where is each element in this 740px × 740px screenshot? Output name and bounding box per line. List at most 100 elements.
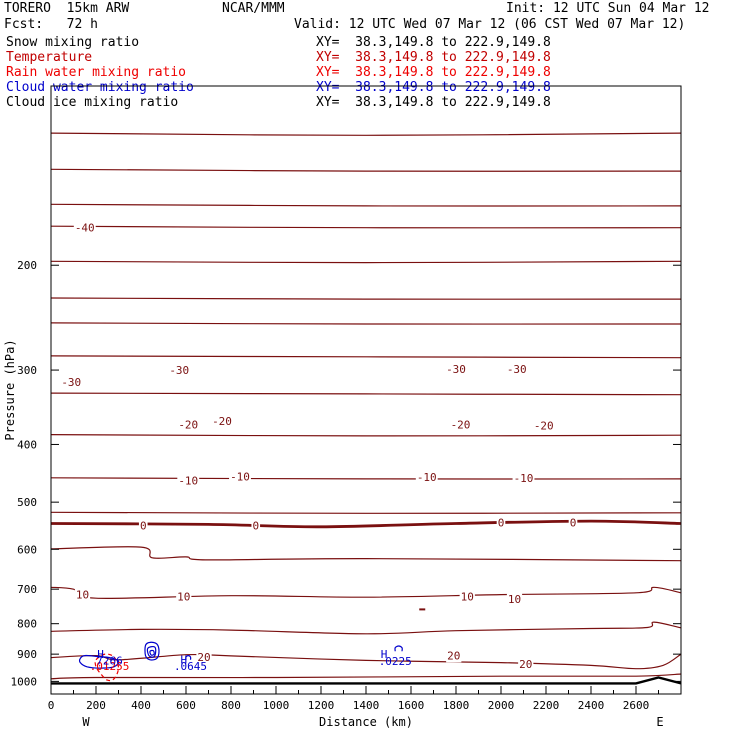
x-tick-label-8: 1600 (398, 699, 425, 712)
x-tick-label-0: 0 (48, 699, 55, 712)
x-axis-end-label: E (656, 715, 663, 729)
isotherm-label-bg-5 (177, 418, 200, 432)
hydrometeor-group (78, 608, 426, 682)
isotherm-label-7: -20 (451, 418, 471, 431)
y-tick-label-8: 1000 (11, 675, 38, 688)
x-tick-label-7: 1400 (353, 699, 380, 712)
isotherm-label-bg-17 (74, 588, 91, 602)
x-tick-label-1: 200 (86, 699, 106, 712)
field-name-temperature: Temperature (6, 50, 93, 65)
field-xy-cloud-water: XY= 38.3,149.8 to 222.9,149.8 (316, 80, 551, 95)
isotherm-label-2: -30 (169, 364, 189, 377)
model-name: TORERO 15km ARW (4, 1, 130, 16)
y-tick-label-7: 900 (17, 648, 37, 661)
y-tick-label-4: 600 (17, 543, 37, 556)
y-tick-label-6: 800 (17, 618, 37, 631)
field-name-rain: Rain water mixing ratio (6, 65, 187, 80)
axes-group: 0 200 400 600 800 1000 1200 1400 1600 1800 2000 220… (3, 259, 681, 729)
x-tick-label-13: 2600 (623, 699, 650, 712)
isotherm-line-6 (50, 322, 682, 325)
y-tick-label-1: 300 (17, 364, 37, 377)
init-time: Init: 12 UTC Sun 04 Mar 12 (506, 1, 710, 16)
x-tick-label-4: 800 (221, 699, 241, 712)
isotherm-label-bg-13 (138, 519, 148, 533)
isotherm-line-10 (50, 477, 682, 480)
cloud-water-high-marker-2: H (381, 648, 388, 661)
isotherm-label-bg-9 (177, 474, 200, 488)
isotherm-label-bg-12 (512, 471, 535, 485)
isotherm-line-3 (50, 225, 682, 229)
freezing-level-line (50, 519, 682, 529)
cloud-water-contour-5 (394, 645, 403, 652)
isotherm-label-5: -20 (178, 418, 198, 431)
isotherm-label-4: -30 (507, 363, 527, 376)
isotherm-label-bg-4 (505, 363, 528, 377)
y-axis-title: Pressure (hPa) (3, 339, 17, 440)
isotherm-label-3: -30 (446, 363, 466, 376)
isotherm-line-4 (50, 260, 682, 264)
isotherm-line-11 (50, 511, 682, 514)
isotherm-label-bg-18 (176, 590, 192, 604)
terrain-line (51, 676, 682, 685)
valid-time: Valid: 12 UTC Wed 07 Mar 12 (06 CST Wed … (294, 17, 686, 32)
cloud-water-value-0: 7266 (96, 654, 123, 667)
field-xy-rain: XY= 38.3,149.8 to 222.9,149.8 (316, 65, 551, 80)
isotherm-label-bg-14 (251, 519, 261, 533)
isotherm-label-16: 0 (570, 517, 577, 530)
isotherm-label-14: 0 (252, 519, 259, 532)
isotherm-label-18: 10 (177, 590, 190, 603)
y-tick-label-5: 700 (17, 583, 37, 596)
isotherm-label-1: -30 (61, 376, 81, 389)
isotherm-label-bg-10 (229, 470, 251, 484)
isotherm-label-bg-6 (211, 414, 233, 428)
isotherm-label-bg-3 (445, 363, 467, 377)
isotherm-line-0 (50, 132, 682, 136)
isotherm-label-10: -10 (230, 471, 250, 484)
y-tick-label-2: 400 (17, 438, 37, 451)
cloud-water-contour-0 (78, 654, 120, 669)
rain-water-contour-0 (94, 653, 120, 682)
isotherm-label-21: 20 (197, 651, 210, 664)
isotherm-label-15: 0 (498, 517, 505, 530)
isotherm-label-23: 20 (519, 658, 532, 671)
isotherm-group (50, 132, 682, 685)
isotherm-label-bg-20 (506, 592, 523, 606)
isotherm-label-20: 10 (508, 593, 521, 606)
center-name: NCAR/MMM (222, 1, 285, 16)
plot-frame (50, 85, 682, 695)
x-tick-label-9: 1800 (443, 699, 470, 712)
isotherm-label-19: 10 (461, 590, 474, 603)
isotherm-label-bg-16 (568, 516, 578, 530)
isotherm-line-1 (50, 168, 682, 172)
contour-label-group: -40 -30 -30 -30 -30 -20 -20 -20 -20 -10 -10 -10 -10 0… (60, 221, 578, 673)
cloud-water-contour-4 (185, 654, 192, 660)
isotherm-label-bg-22 (446, 649, 462, 663)
isotherm-label-0: -40 (75, 222, 95, 235)
isotherm-line-14 (50, 621, 682, 635)
field-xy-snow: XY= 38.3,149.8 to 222.9,149.8 (316, 35, 551, 50)
x-tick-label-10: 2000 (488, 699, 515, 712)
cloud-water-contour-2 (146, 645, 157, 658)
cloud-water-value-2: .0225 (379, 655, 412, 668)
isotherm-label-bg-23 (518, 658, 534, 672)
cloud-water-value-1: .0645 (174, 660, 207, 673)
x-tick-label-6: 1200 (308, 699, 335, 712)
isotherm-label-bg-0 (73, 221, 96, 235)
field-name-snow: Snow mixing ratio (6, 35, 140, 50)
isotherm-line-8 (50, 392, 682, 396)
x-tick-label-2: 400 (131, 699, 151, 712)
isotherm-line-12 (50, 546, 682, 562)
x-axis-title: Distance (km) (319, 715, 413, 729)
isotherm-line-2 (50, 203, 682, 207)
cloud-water-high-marker-1: H (180, 653, 187, 666)
x-tick-label-5: 1000 (263, 699, 290, 712)
isotherm-line-16 (50, 673, 682, 680)
isotherm-label-bg-7 (449, 418, 472, 432)
isotherm-line-9 (50, 434, 682, 437)
cloud-water-high-marker-0: H (97, 648, 104, 661)
isotherm-label-8: -20 (534, 420, 554, 433)
cloud-water-contour-1 (144, 641, 160, 661)
isotherm-label-6: -20 (212, 415, 232, 428)
y-tick-label-0: 200 (17, 259, 37, 272)
